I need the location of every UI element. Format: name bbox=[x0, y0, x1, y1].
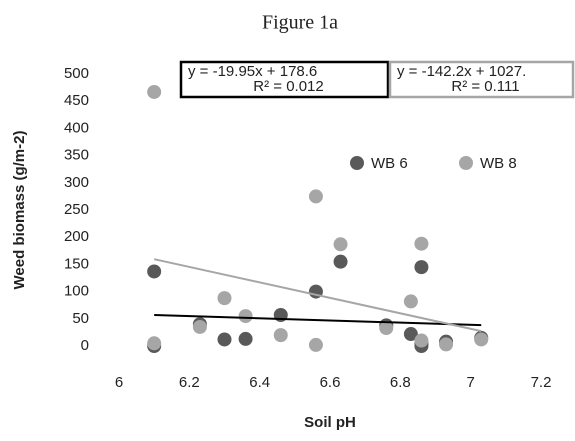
point bbox=[474, 332, 489, 347]
point bbox=[217, 332, 232, 347]
point bbox=[439, 337, 454, 352]
equation-box bbox=[179, 60, 390, 99]
x-axis-label: Soil pH bbox=[304, 414, 356, 431]
x-tick-label: 6.8 bbox=[390, 374, 411, 391]
point bbox=[403, 327, 418, 342]
y-tick-label: 500 bbox=[64, 65, 89, 82]
legend-marker bbox=[459, 156, 473, 170]
y-tick-label: 50 bbox=[72, 310, 89, 327]
point bbox=[379, 321, 394, 336]
trendline bbox=[153, 258, 482, 333]
legend-marker bbox=[350, 156, 364, 170]
trendline bbox=[154, 314, 482, 327]
point bbox=[403, 294, 418, 309]
legend-label: WB 6 bbox=[371, 155, 408, 172]
y-tick-label: 400 bbox=[64, 119, 89, 136]
chart-title: Figure 1a bbox=[262, 12, 338, 34]
trend-r2: R² = 0.111 bbox=[451, 78, 519, 95]
point bbox=[414, 260, 429, 275]
point bbox=[308, 189, 323, 204]
point bbox=[333, 237, 348, 252]
y-tick-label: 0 bbox=[81, 337, 89, 354]
point bbox=[308, 337, 323, 352]
equation-boxes: y = -19.95x + 178.6R² = 0.012 y = -142.2x… bbox=[179, 60, 575, 99]
y-tick-label: 350 bbox=[64, 147, 89, 164]
y-axis-label: Weed biomass (g/m-2) bbox=[11, 131, 28, 290]
point bbox=[192, 319, 207, 334]
point bbox=[217, 291, 232, 306]
x-tick-label: 7 bbox=[466, 374, 474, 391]
y-tick-label: 200 bbox=[64, 228, 89, 245]
x-tick-label: 6.6 bbox=[320, 374, 341, 391]
point bbox=[147, 84, 162, 99]
x-tick-label: 6 bbox=[115, 374, 123, 391]
point bbox=[238, 309, 253, 324]
x-tick-label: 7.2 bbox=[531, 374, 552, 391]
trend-r2: R² = 0.012 bbox=[253, 78, 323, 95]
y-tick-label: 150 bbox=[64, 255, 89, 272]
point bbox=[414, 333, 429, 348]
point bbox=[333, 254, 348, 269]
y-tick-label: 450 bbox=[64, 92, 89, 109]
y-tick-label: 100 bbox=[64, 283, 89, 300]
legend-label: WB 8 bbox=[480, 155, 517, 172]
x-tick-label: 6.2 bbox=[179, 374, 200, 391]
point bbox=[273, 328, 288, 343]
point bbox=[238, 331, 253, 346]
point bbox=[414, 236, 429, 251]
x-tick-label: 6.4 bbox=[249, 374, 270, 391]
equation-box bbox=[388, 60, 575, 99]
y-tick-label: 300 bbox=[64, 174, 89, 191]
y-tick-label: 250 bbox=[64, 201, 89, 218]
point bbox=[147, 264, 162, 279]
trend-equation: y = -142.2x + 1027. bbox=[397, 63, 526, 80]
point bbox=[147, 336, 162, 351]
trend-equation: y = -19.95x + 178.6 bbox=[188, 63, 317, 80]
